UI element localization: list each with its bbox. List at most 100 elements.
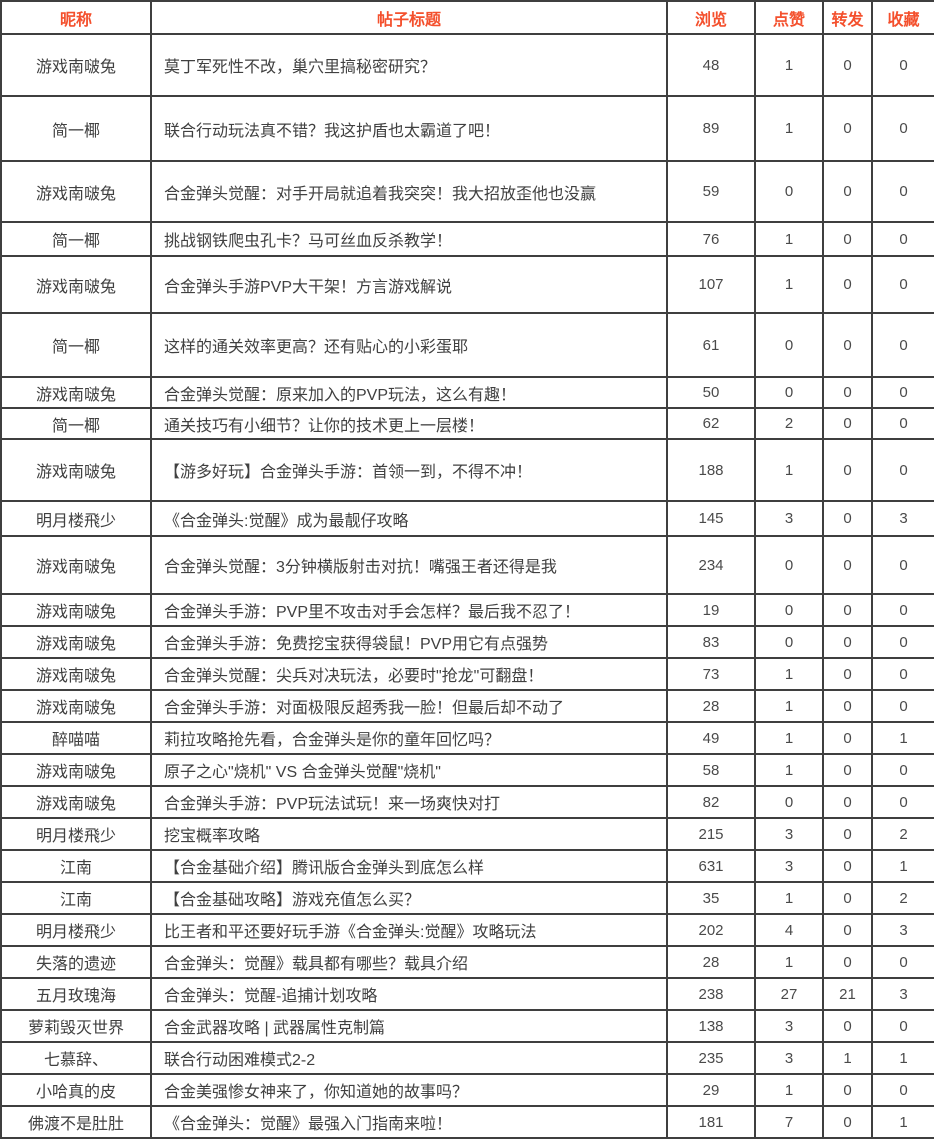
likes-cell[interactable]: 1 — [754, 95, 824, 162]
post-title-cell[interactable]: 合金美强惨女神来了，你知道她的故事吗？ — [150, 1073, 668, 1107]
col-header-likes[interactable]: 点赞 — [754, 0, 824, 35]
reposts-cell[interactable]: 0 — [822, 255, 873, 314]
views-cell[interactable]: 145 — [666, 500, 756, 537]
nickname-cell[interactable]: 游戏南啵兔 — [0, 438, 152, 502]
post-title-cell[interactable]: 《合金弹头:觉醒》成为最靓仔攻略 — [150, 500, 668, 537]
nickname-cell[interactable]: 失落的遗迹 — [0, 945, 152, 979]
nickname-cell[interactable]: 简一椰 — [0, 312, 152, 378]
nickname-cell[interactable]: 明月楼飛少 — [0, 500, 152, 537]
favorites-cell[interactable]: 0 — [871, 33, 934, 97]
nickname-cell[interactable]: 五月玫瑰海 — [0, 977, 152, 1011]
views-cell[interactable]: 631 — [666, 849, 756, 883]
post-title-cell[interactable]: 莫丁军死性不改，巢穴里搞秘密研究？ — [150, 33, 668, 97]
views-cell[interactable]: 188 — [666, 438, 756, 502]
reposts-cell[interactable]: 0 — [822, 95, 873, 162]
nickname-cell[interactable]: 游戏南啵兔 — [0, 376, 152, 409]
post-title-cell[interactable]: 合金弹头手游：PVP里不攻击对手会怎样？最后我不忍了！ — [150, 593, 668, 627]
likes-cell[interactable]: 1 — [754, 438, 824, 502]
favorites-cell[interactable]: 0 — [871, 438, 934, 502]
reposts-cell[interactable]: 0 — [822, 33, 873, 97]
nickname-cell[interactable]: 游戏南啵兔 — [0, 689, 152, 723]
post-title-cell[interactable]: 合金弹头觉醒：3分钟横版射击对抗！嘴强王者还得是我 — [150, 535, 668, 595]
favorites-cell[interactable]: 0 — [871, 657, 934, 691]
nickname-cell[interactable]: 游戏南啵兔 — [0, 593, 152, 627]
likes-cell[interactable]: 0 — [754, 160, 824, 223]
favorites-cell[interactable]: 0 — [871, 95, 934, 162]
likes-cell[interactable]: 0 — [754, 785, 824, 819]
nickname-cell[interactable]: 游戏南啵兔 — [0, 160, 152, 223]
nickname-cell[interactable]: 简一椰 — [0, 221, 152, 257]
favorites-cell[interactable]: 0 — [871, 753, 934, 787]
views-cell[interactable]: 59 — [666, 160, 756, 223]
views-cell[interactable]: 202 — [666, 913, 756, 947]
favorites-cell[interactable]: 0 — [871, 376, 934, 409]
views-cell[interactable]: 49 — [666, 721, 756, 755]
post-title-cell[interactable]: 挑战钢铁爬虫孔卡？马可丝血反杀教学！ — [150, 221, 668, 257]
nickname-cell[interactable]: 七慕辞、 — [0, 1041, 152, 1075]
likes-cell[interactable]: 0 — [754, 593, 824, 627]
views-cell[interactable]: 61 — [666, 312, 756, 378]
likes-cell[interactable]: 3 — [754, 1041, 824, 1075]
reposts-cell[interactable]: 0 — [822, 849, 873, 883]
post-title-cell[interactable]: 【合金基础攻略】游戏充值怎么买？ — [150, 881, 668, 915]
nickname-cell[interactable]: 佛渡不是肚肚 — [0, 1105, 152, 1139]
reposts-cell[interactable]: 0 — [822, 721, 873, 755]
reposts-cell[interactable]: 0 — [822, 913, 873, 947]
nickname-cell[interactable]: 醉喵喵 — [0, 721, 152, 755]
favorites-cell[interactable]: 0 — [871, 160, 934, 223]
favorites-cell[interactable]: 0 — [871, 221, 934, 257]
col-header-nickname[interactable]: 昵称 — [0, 0, 152, 35]
likes-cell[interactable]: 1 — [754, 221, 824, 257]
post-title-cell[interactable]: 合金弹头手游：对面极限反超秀我一脸！但最后却不动了 — [150, 689, 668, 723]
likes-cell[interactable]: 3 — [754, 849, 824, 883]
views-cell[interactable]: 234 — [666, 535, 756, 595]
reposts-cell[interactable]: 0 — [822, 407, 873, 440]
reposts-cell[interactable]: 0 — [822, 753, 873, 787]
favorites-cell[interactable]: 0 — [871, 1009, 934, 1043]
favorites-cell[interactable]: 0 — [871, 593, 934, 627]
post-title-cell[interactable]: 《合金弹头：觉醒》最强入门指南来啦！ — [150, 1105, 668, 1139]
nickname-cell[interactable]: 游戏南啵兔 — [0, 255, 152, 314]
likes-cell[interactable]: 1 — [754, 657, 824, 691]
likes-cell[interactable]: 1 — [754, 1073, 824, 1107]
reposts-cell[interactable]: 0 — [822, 593, 873, 627]
favorites-cell[interactable]: 3 — [871, 913, 934, 947]
likes-cell[interactable]: 1 — [754, 881, 824, 915]
post-title-cell[interactable]: 挖宝概率攻略 — [150, 817, 668, 851]
post-title-cell[interactable]: 合金弹头：觉醒》载具都有哪些？载具介绍 — [150, 945, 668, 979]
reposts-cell[interactable]: 1 — [822, 1041, 873, 1075]
nickname-cell[interactable]: 游戏南啵兔 — [0, 625, 152, 659]
post-title-cell[interactable]: 合金弹头手游PVP大干架！方言游戏解说 — [150, 255, 668, 314]
views-cell[interactable]: 107 — [666, 255, 756, 314]
post-title-cell[interactable]: 【游多好玩】合金弹头手游：首领一到，不得不冲！ — [150, 438, 668, 502]
likes-cell[interactable]: 1 — [754, 255, 824, 314]
likes-cell[interactable]: 7 — [754, 1105, 824, 1139]
post-title-cell[interactable]: 合金弹头手游：免费挖宝获得袋鼠！PVP用它有点强势 — [150, 625, 668, 659]
reposts-cell[interactable]: 0 — [822, 312, 873, 378]
likes-cell[interactable]: 3 — [754, 500, 824, 537]
nickname-cell[interactable]: 游戏南啵兔 — [0, 535, 152, 595]
likes-cell[interactable]: 0 — [754, 535, 824, 595]
nickname-cell[interactable]: 简一椰 — [0, 95, 152, 162]
reposts-cell[interactable]: 0 — [822, 657, 873, 691]
views-cell[interactable]: 235 — [666, 1041, 756, 1075]
post-title-cell[interactable]: 合金弹头觉醒：对手开局就追着我突突！我大招放歪他也没赢 — [150, 160, 668, 223]
reposts-cell[interactable]: 0 — [822, 376, 873, 409]
nickname-cell[interactable]: 江南 — [0, 849, 152, 883]
likes-cell[interactable]: 1 — [754, 721, 824, 755]
reposts-cell[interactable]: 0 — [822, 221, 873, 257]
favorites-cell[interactable]: 2 — [871, 881, 934, 915]
col-header-reposts[interactable]: 转发 — [822, 0, 873, 35]
views-cell[interactable]: 62 — [666, 407, 756, 440]
views-cell[interactable]: 28 — [666, 689, 756, 723]
favorites-cell[interactable]: 1 — [871, 1041, 934, 1075]
nickname-cell[interactable]: 简一椰 — [0, 407, 152, 440]
favorites-cell[interactable]: 1 — [871, 1105, 934, 1139]
views-cell[interactable]: 58 — [666, 753, 756, 787]
views-cell[interactable]: 35 — [666, 881, 756, 915]
favorites-cell[interactable]: 1 — [871, 721, 934, 755]
reposts-cell[interactable]: 0 — [822, 500, 873, 537]
views-cell[interactable]: 82 — [666, 785, 756, 819]
views-cell[interactable]: 50 — [666, 376, 756, 409]
views-cell[interactable]: 138 — [666, 1009, 756, 1043]
